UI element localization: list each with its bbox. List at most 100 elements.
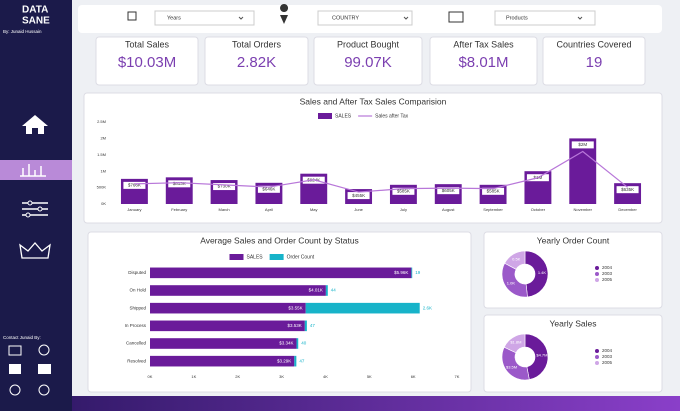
settings-knob (37, 206, 43, 212)
legend-label: 2003 (602, 354, 613, 359)
label-bg (168, 180, 191, 188)
kpi-value: 99.07K (344, 54, 392, 71)
legend-label: 2005 (602, 360, 613, 365)
data-label: $3.29K (277, 358, 291, 363)
linkedin-icon[interactable] (9, 384, 21, 396)
label-bg (616, 186, 639, 194)
chart-title: Yearly Order Count (537, 235, 610, 245)
home-icon[interactable] (22, 115, 48, 134)
data-label: $646K (262, 186, 275, 191)
x-tick-label: August (442, 207, 455, 212)
data-label: $585K (487, 188, 500, 193)
bar (305, 302, 420, 314)
contact-label: Contact Junaid By: (3, 335, 41, 340)
product-dropdown[interactable] (494, 10, 596, 26)
bar (150, 320, 305, 332)
data-label: $3.53K (288, 323, 302, 328)
data-label: $455K (352, 193, 365, 198)
legend-label: 2004 (602, 265, 613, 270)
bar (569, 138, 597, 204)
x-tick-label: July (400, 207, 407, 212)
bar (150, 267, 412, 279)
y-tick-label: 1.5M (97, 152, 106, 157)
location-icon (280, 4, 289, 24)
bar (150, 285, 326, 296)
after-tax-line (134, 150, 628, 193)
bar (150, 355, 295, 367)
label-bg (347, 192, 370, 200)
legend-label: Sales after Tax (375, 113, 408, 119)
kpi-card (429, 36, 538, 86)
kpi-label: Total Sales (125, 39, 170, 49)
x-tick-label: March (219, 207, 230, 212)
calendar-icon (127, 11, 137, 21)
kpi-value: $10.03M (118, 54, 176, 71)
web-icon[interactable] (38, 384, 50, 396)
chart-title: Yearly Sales (550, 318, 597, 328)
kpi-value: 2.82K (237, 54, 276, 71)
label-bg (571, 141, 594, 149)
x-tick-label: 3K (279, 374, 284, 379)
data-label: $4.01K (309, 288, 323, 293)
legend-swatch (318, 113, 332, 119)
label-bg (257, 185, 280, 193)
kpi-card (313, 36, 423, 86)
mail-icon[interactable] (8, 345, 22, 356)
data-label: 2.6K (423, 305, 432, 310)
bar (296, 338, 299, 349)
label-bg (123, 181, 146, 189)
legend-swatch (269, 254, 284, 260)
data-label: $730K (218, 184, 231, 189)
x-tick-label: 2K (235, 374, 240, 379)
label-bg (482, 187, 505, 195)
legend-label: SALES (247, 254, 264, 260)
x-tick-label: 0K (148, 374, 153, 379)
upwork-icon[interactable] (38, 364, 51, 374)
data-label: 47 (310, 323, 316, 328)
y-tick-label: 0K (101, 201, 106, 206)
data-label: 19 (415, 270, 421, 275)
y-tick-label: On Hold (129, 288, 146, 293)
y-tick-label: Resolved (127, 358, 146, 363)
active-nav[interactable] (0, 160, 72, 180)
legend-label: 2005 (602, 277, 613, 282)
settings-knob (27, 200, 33, 206)
x-tick-label: April (265, 207, 273, 212)
legend-swatch (229, 254, 244, 260)
legend-swatch (595, 355, 599, 359)
legend-swatch (595, 266, 599, 270)
x-tick-label: November (574, 207, 593, 212)
label-bg (437, 187, 460, 195)
kpi-card (542, 36, 646, 86)
legend-label: Order Count (287, 254, 315, 260)
data-label: $3.34K (279, 341, 293, 346)
logo-line: SANE (22, 16, 50, 27)
data-label: 47 (299, 358, 305, 363)
sidebar (0, 0, 72, 411)
data-label: $2M (578, 142, 587, 147)
kpi-card (204, 36, 309, 86)
x-tick-label: September (483, 207, 503, 212)
country-dropdown[interactable] (317, 10, 413, 26)
data-label: 44 (331, 288, 337, 293)
x-tick-label: February (171, 207, 187, 212)
donut-slice (524, 250, 549, 298)
x-tick-label: 1K (191, 374, 196, 379)
data-label: $3.5M (506, 364, 517, 369)
legend-swatch (595, 361, 599, 365)
x-tick-label: 5K (367, 374, 372, 379)
kpi-card (95, 36, 199, 86)
data-label: $813K (173, 181, 186, 186)
filter-label: COUNTRY (332, 15, 359, 21)
x-tick-label: 4K (323, 374, 328, 379)
data-label: $1.8M (510, 340, 521, 345)
bar (294, 355, 297, 367)
year-dropdown[interactable] (154, 10, 255, 26)
whatsapp-icon[interactable] (38, 344, 50, 356)
kpi-value: 19 (586, 54, 603, 71)
crown-icon[interactable] (19, 242, 51, 259)
fiverr-icon[interactable] (9, 364, 21, 374)
chart-title: Average Sales and Order Count by Status (200, 235, 359, 245)
data-label: $585K (397, 188, 410, 193)
